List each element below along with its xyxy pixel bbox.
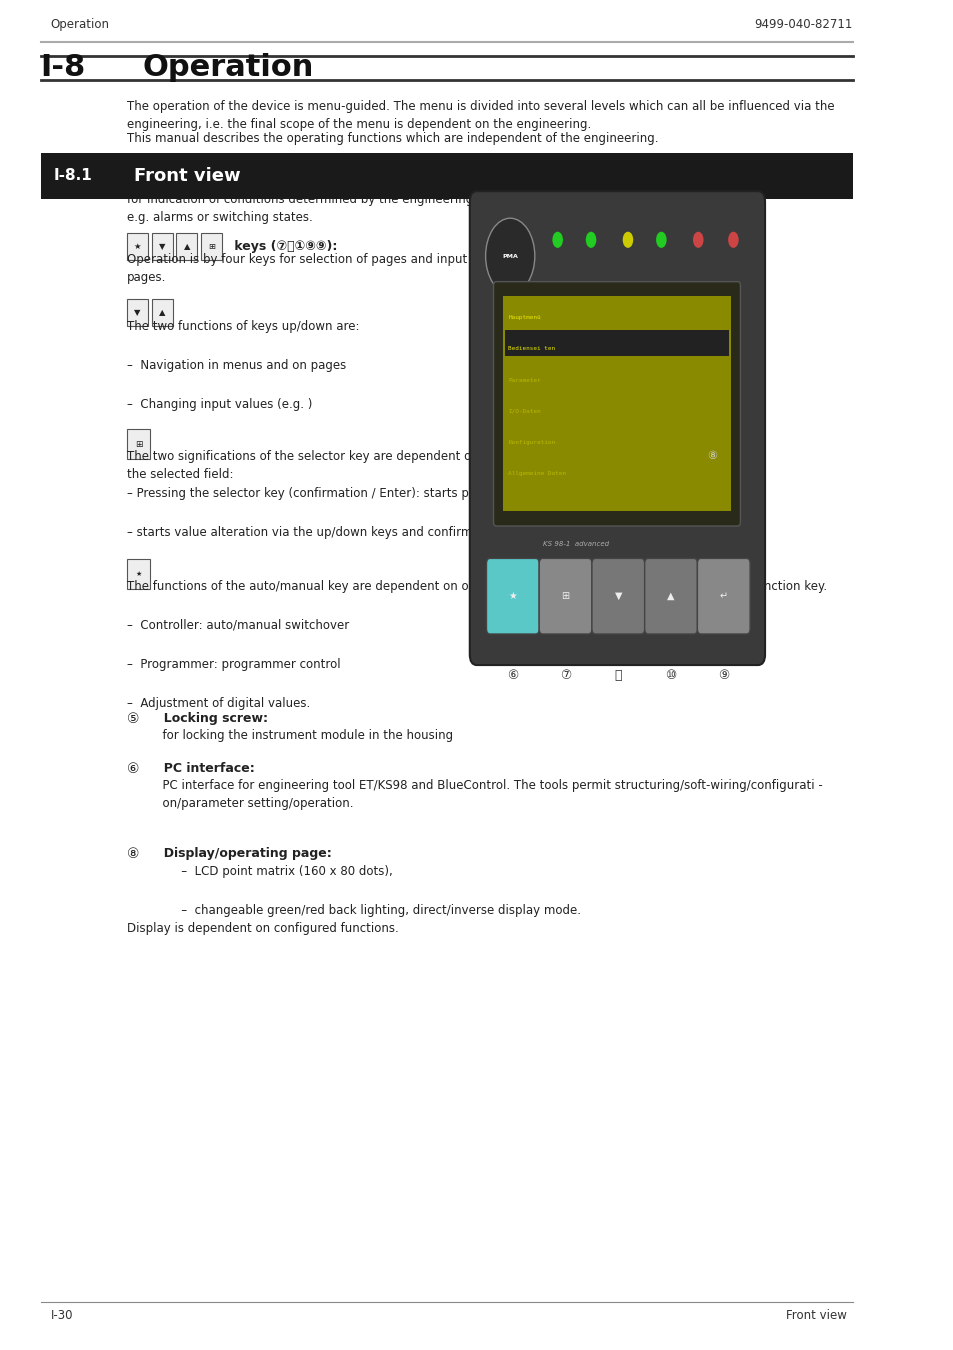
FancyBboxPatch shape	[697, 559, 749, 634]
Text: Operation: Operation	[51, 19, 110, 31]
Bar	[41, 153, 852, 198]
Circle shape	[552, 232, 562, 248]
Circle shape	[692, 232, 702, 248]
Text: ★: ★	[135, 571, 141, 578]
Text: Operation: Operation	[143, 54, 314, 82]
Text: ▲: ▲	[159, 308, 166, 317]
Text: The two functions of keys up/down are:

–  Navigation in menus and on pages

–  : The two functions of keys up/down are: –…	[127, 320, 359, 410]
Text: The operation of the device is menu-guided. The menu is divided into several lev: The operation of the device is menu-guid…	[127, 100, 834, 131]
Text: I-30: I-30	[51, 1308, 73, 1322]
Text: Display is dependent on configured functions.: Display is dependent on configured funct…	[127, 922, 398, 936]
Text: ⑤: ⑤	[127, 711, 139, 726]
Text: KS 98-1  advanced: KS 98-1 advanced	[542, 540, 608, 547]
Text: I/O-Daten: I/O-Daten	[508, 409, 540, 413]
Text: Locking screw:: Locking screw:	[155, 711, 268, 725]
Circle shape	[656, 232, 666, 248]
Text: ★: ★	[508, 591, 517, 601]
Text: –  LCD point matrix (160 x 80 dots),

       –  changeable green/red back lighti: – LCD point matrix (160 x 80 dots), – ch…	[155, 865, 580, 917]
Text: ⑪: ⑪	[614, 670, 621, 682]
Text: ⑥: ⑥	[507, 670, 517, 682]
Text: ⊞: ⊞	[134, 440, 142, 448]
Text: Operation is by four keys for selection of pages and input on
pages.: Operation is by four keys for selection …	[127, 252, 485, 284]
Text: for indication of conditions determined by the engineering,
e.g. alarms or switc: for indication of conditions determined …	[127, 193, 476, 224]
Bar	[127, 234, 148, 261]
Text: Bediensei ten: Bediensei ten	[508, 347, 555, 351]
Bar	[176, 234, 197, 261]
Text: Konfiguration: Konfiguration	[508, 440, 555, 444]
Text: LEDs: LEDs	[127, 176, 166, 189]
Text: The functions of the auto/manual key are dependent on operating page, i.e. this : The functions of the auto/manual key are…	[127, 580, 826, 710]
FancyBboxPatch shape	[493, 282, 740, 526]
Bar	[201, 234, 222, 261]
Text: ⊞: ⊞	[208, 242, 214, 251]
Text: ▲: ▲	[183, 242, 190, 251]
Text: The two significations of the selector key are dependent on
the selected field:: The two significations of the selector k…	[127, 450, 478, 481]
Text: ⑧: ⑧	[127, 846, 139, 861]
Text: ⑧: ⑧	[706, 451, 717, 460]
Text: Parameter: Parameter	[508, 378, 540, 382]
Bar	[127, 429, 150, 459]
Text: ▼: ▼	[614, 591, 621, 601]
Text: ★: ★	[133, 242, 141, 251]
Text: ①②③④: ①②③④	[160, 176, 205, 189]
Text: I-8.1: I-8.1	[53, 169, 92, 184]
Circle shape	[622, 232, 633, 248]
Text: PC interface:: PC interface:	[155, 761, 254, 775]
Text: ⊞: ⊞	[561, 591, 569, 601]
Text: Fig. 11: Fig. 11	[469, 169, 507, 180]
Text: ⑦: ⑦	[559, 670, 571, 682]
Circle shape	[727, 232, 738, 248]
FancyBboxPatch shape	[591, 559, 644, 634]
Text: ③: ③	[639, 184, 651, 197]
Text: PMA: PMA	[501, 254, 517, 258]
Text: :: :	[195, 176, 200, 189]
Text: ⑤: ⑤	[594, 184, 605, 197]
Text: 9499-040-82711: 9499-040-82711	[754, 19, 852, 31]
Text: for locking the instrument module in the housing: for locking the instrument module in the…	[155, 729, 453, 742]
Text: I-8: I-8	[40, 54, 85, 82]
Text: This manual describes the operating functions which are independent of the engin: This manual describes the operating func…	[127, 132, 658, 144]
Text: ↵: ↵	[719, 591, 727, 601]
FancyBboxPatch shape	[644, 559, 697, 634]
FancyBboxPatch shape	[486, 559, 538, 634]
Text: Front view: Front view	[133, 167, 240, 185]
Text: ▼: ▼	[134, 308, 141, 317]
FancyBboxPatch shape	[538, 559, 591, 634]
Bar	[502, 297, 730, 512]
Bar	[152, 300, 172, 327]
Text: ②: ②	[542, 184, 554, 197]
Text: ⑨: ⑨	[718, 670, 729, 682]
Text: Hauptmenü: Hauptmenü	[508, 316, 540, 320]
Text: Allgemeine Daten: Allgemeine Daten	[508, 471, 566, 475]
Text: keys (⑦⑰①⑨⑨):: keys (⑦⑰①⑨⑨):	[230, 240, 337, 254]
Text: ①: ①	[498, 184, 510, 197]
Text: ④: ④	[685, 184, 696, 197]
FancyBboxPatch shape	[469, 192, 764, 666]
Text: PC interface for engineering tool ET/KS98 and BlueControl. The tools permit stru: PC interface for engineering tool ET/KS9…	[155, 779, 822, 810]
Circle shape	[585, 232, 596, 248]
Text: Front view: Front view	[785, 1308, 845, 1322]
Bar	[504, 331, 728, 356]
Bar	[127, 559, 150, 589]
Text: ▲: ▲	[666, 591, 674, 601]
Circle shape	[485, 219, 535, 294]
Text: ▼: ▼	[159, 242, 166, 251]
Text: Display/operating page:: Display/operating page:	[155, 846, 332, 860]
Text: ⑩: ⑩	[664, 670, 676, 682]
Text: – Pressing the selector key (confirmation / Enter): starts page changing,

– sta: – Pressing the selector key (confirmatio…	[127, 487, 738, 539]
Bar	[127, 300, 148, 327]
Bar	[152, 234, 172, 261]
Text: ⑥: ⑥	[127, 761, 139, 776]
